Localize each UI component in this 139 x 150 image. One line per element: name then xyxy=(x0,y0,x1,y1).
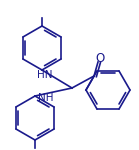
Text: HN: HN xyxy=(37,70,53,80)
Text: O: O xyxy=(95,52,105,66)
Text: NH: NH xyxy=(38,93,53,103)
